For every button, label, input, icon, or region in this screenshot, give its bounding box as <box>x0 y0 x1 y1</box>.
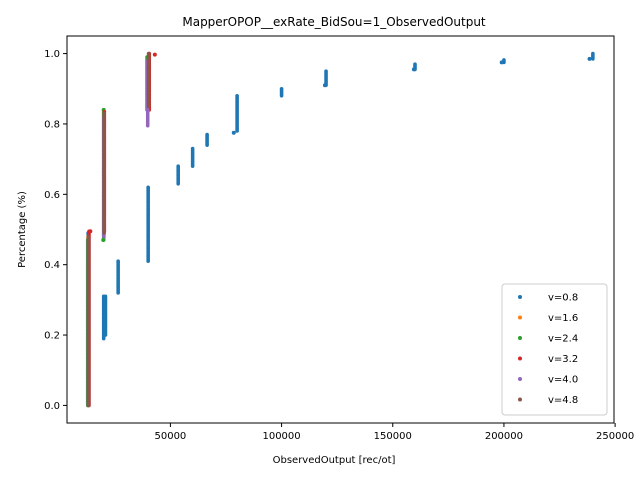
x-axis: 50000 100000 150000 200000 250000 <box>154 423 634 442</box>
data-point <box>231 130 236 135</box>
legend-marker <box>518 397 522 402</box>
data-point <box>499 60 504 65</box>
data-point <box>101 238 106 243</box>
legend-marker <box>518 377 522 381</box>
data-point <box>411 67 416 72</box>
data-point <box>587 56 592 61</box>
legend-label: v=4.0 <box>548 375 578 386</box>
legend-box <box>501 283 608 416</box>
legend-marker <box>518 295 522 299</box>
legend-marker <box>518 336 522 340</box>
x-tick-label: 250000 <box>596 431 634 442</box>
data-point <box>205 132 209 137</box>
data-point <box>152 52 157 57</box>
y-axis-label: Percentage (%) <box>17 191 28 268</box>
y-tick-label: 0.0 <box>44 401 60 412</box>
data-point <box>322 83 327 88</box>
x-tick-label: 50000 <box>154 431 186 442</box>
data-point <box>103 294 108 299</box>
plot-frame <box>66 35 615 424</box>
legend-label: v=2.4 <box>548 334 578 345</box>
chart-title: MapperOPOP__exRate_BidSou=1_ObservedOutp… <box>182 15 486 29</box>
plot-points <box>85 51 595 408</box>
data-point <box>235 94 239 98</box>
x-tick-label: 200000 <box>485 431 523 442</box>
data-point <box>502 58 506 62</box>
data-point <box>88 229 93 234</box>
y-tick-label: 0.8 <box>44 119 60 130</box>
x-tick-label: 150000 <box>374 431 412 442</box>
series-v=2.4 <box>85 55 149 408</box>
legend: v=0.8 v=1.6 v=2.4 v=3.2 v=4.0 v=4.8 <box>501 283 608 416</box>
legend-marker <box>518 315 522 320</box>
data-point <box>176 164 180 168</box>
y-tick-label: 1.0 <box>44 49 60 60</box>
x-tick-label: 100000 <box>262 431 300 442</box>
x-axis-label: ObservedOutput [rec/ot] <box>273 455 396 466</box>
legend-marker <box>518 356 522 361</box>
series-v=1.6 <box>86 55 150 408</box>
series-v=4.0 <box>86 58 150 408</box>
data-point <box>279 86 284 91</box>
legend-label: v=3.2 <box>548 354 578 365</box>
data-point <box>591 51 595 56</box>
legend-label: v=1.6 <box>548 313 578 324</box>
data-point <box>116 259 120 263</box>
data-point <box>190 146 195 151</box>
data-point <box>413 62 417 66</box>
data-point <box>324 69 328 73</box>
legend-label: v=4.8 <box>548 395 578 406</box>
data-point <box>86 234 91 239</box>
data-point <box>102 111 106 116</box>
legend-label: v=0.8 <box>548 293 578 304</box>
data-point <box>146 51 151 56</box>
series-v=4.8 <box>86 51 151 408</box>
y-tick-label: 0.4 <box>44 260 60 271</box>
y-axis: 0.0 0.2 0.4 0.6 0.8 1.0 <box>44 49 67 412</box>
y-tick-label: 0.6 <box>44 190 60 201</box>
y-tick-label: 0.2 <box>44 331 60 342</box>
data-point <box>146 185 150 190</box>
